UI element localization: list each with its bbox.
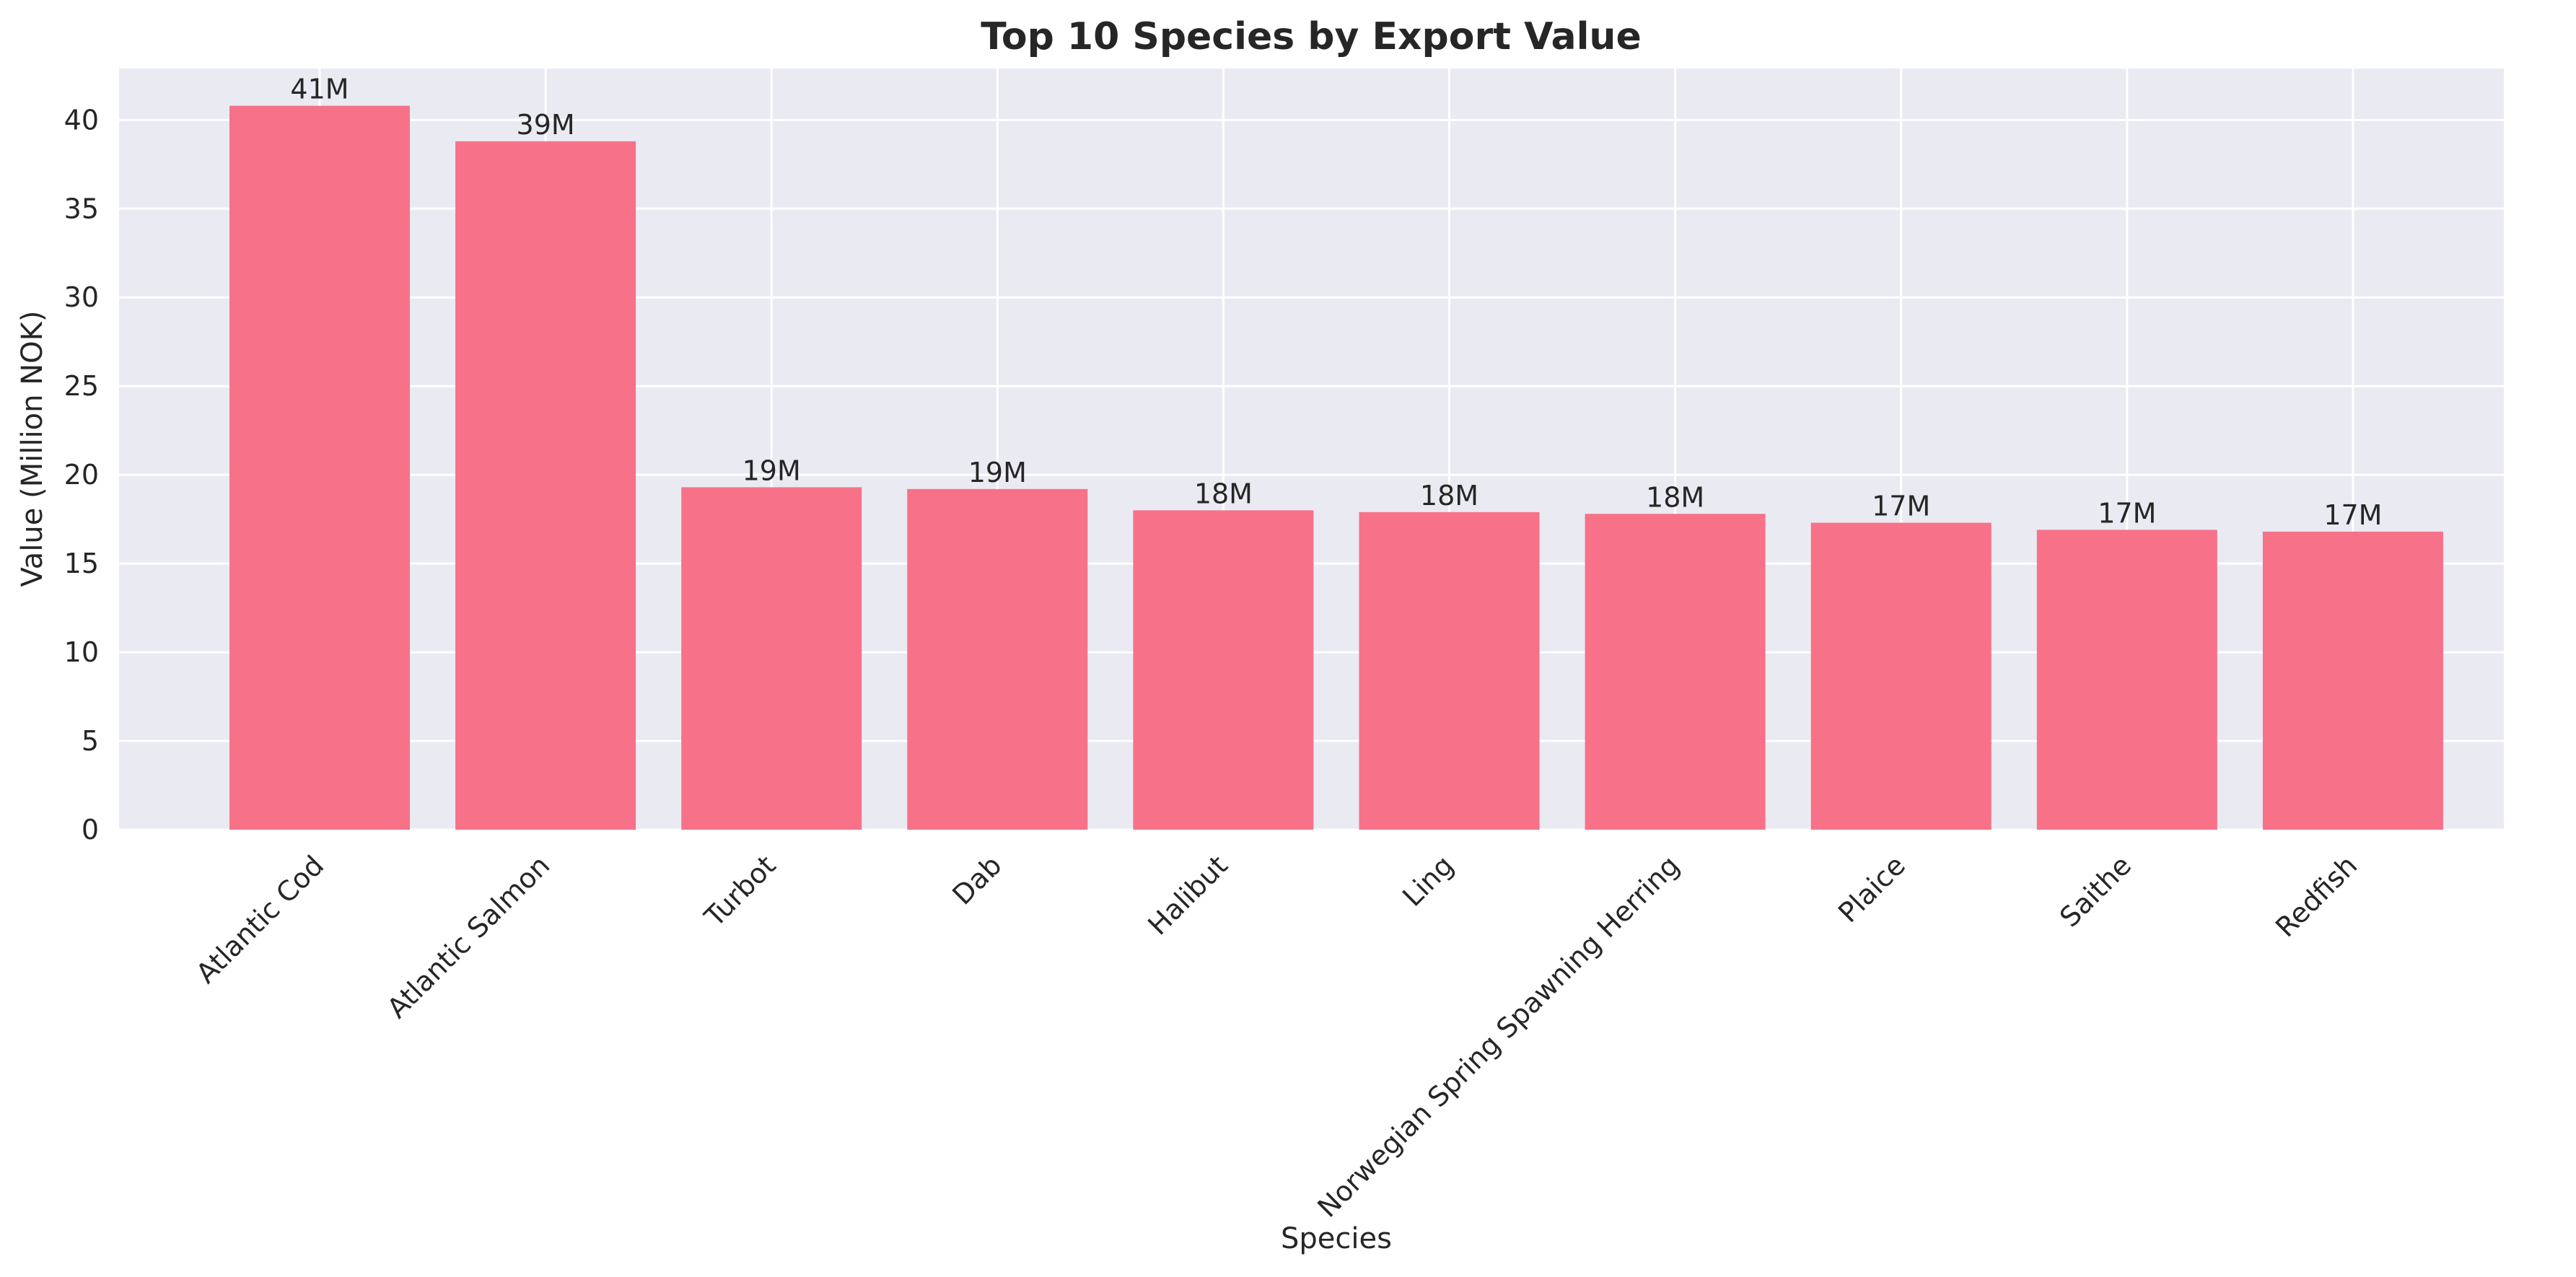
- x-tick-label: Atlantic Salmon: [381, 849, 556, 1024]
- y-tick-label: 15: [64, 548, 99, 579]
- bar-value-label: 18M: [1194, 478, 1253, 509]
- bar: [2262, 531, 2443, 830]
- bar-value-label: 18M: [1420, 480, 1478, 512]
- bar-value-label: 18M: [1646, 481, 1704, 513]
- bar: [1810, 522, 1992, 830]
- y-axis-ticks: 0 5 10 15 20 25 30 35 40: [64, 104, 99, 846]
- bar: [229, 105, 410, 830]
- x-tick-label: Saithe: [2054, 849, 2137, 933]
- y-tick-label: 25: [64, 370, 99, 402]
- bars: [229, 105, 2443, 830]
- bar: [455, 141, 636, 830]
- x-tick-label: Turbot: [698, 849, 781, 933]
- y-tick-label: 0: [82, 814, 99, 846]
- bar: [907, 488, 1088, 830]
- y-axis-label: Value (Million NOK): [16, 311, 49, 587]
- x-tick-label: Atlantic Cod: [190, 849, 330, 989]
- x-tick-label: Norwegian Spring Spawning Herring: [1311, 849, 1686, 1224]
- y-tick-label: 20: [64, 459, 99, 491]
- bar-value-label: 19M: [742, 455, 801, 486]
- bar-value-label: 19M: [968, 457, 1027, 488]
- bar-value-label: 41M: [290, 74, 349, 105]
- x-tick-label: Dab: [946, 849, 1007, 910]
- chart-title: Top 10 Species by Export Value: [981, 15, 1641, 58]
- y-tick-label: 35: [64, 193, 99, 224]
- bar: [1585, 514, 1766, 830]
- bar: [1133, 510, 1314, 830]
- bar: [681, 487, 862, 830]
- bar: [2036, 530, 2217, 830]
- x-tick-label: Halibut: [1142, 849, 1233, 941]
- bar-value-label: 17M: [2098, 497, 2156, 529]
- y-tick-label: 40: [64, 104, 99, 136]
- y-tick-label: 10: [64, 636, 99, 668]
- data-labels: 41M 39M 19M 19M 18M 18M 18M 17M 17M 17M: [290, 74, 2382, 531]
- x-axis-label: Species: [1281, 1222, 1392, 1255]
- x-axis-ticks: Atlantic Cod Atlantic Salmon Turbot Dab Hali…: [190, 849, 2363, 1224]
- x-tick-label: Plaice: [1832, 849, 1911, 929]
- bar-value-label: 17M: [1872, 491, 1930, 522]
- bar-value-label: 17M: [2323, 499, 2382, 531]
- bar: [1359, 512, 1540, 830]
- x-tick-label: Redfish: [2269, 849, 2363, 943]
- bar-value-label: 39M: [517, 109, 575, 141]
- x-tick-label: Ling: [1396, 849, 1460, 913]
- y-tick-label: 5: [82, 725, 99, 757]
- y-tick-label: 30: [64, 281, 99, 313]
